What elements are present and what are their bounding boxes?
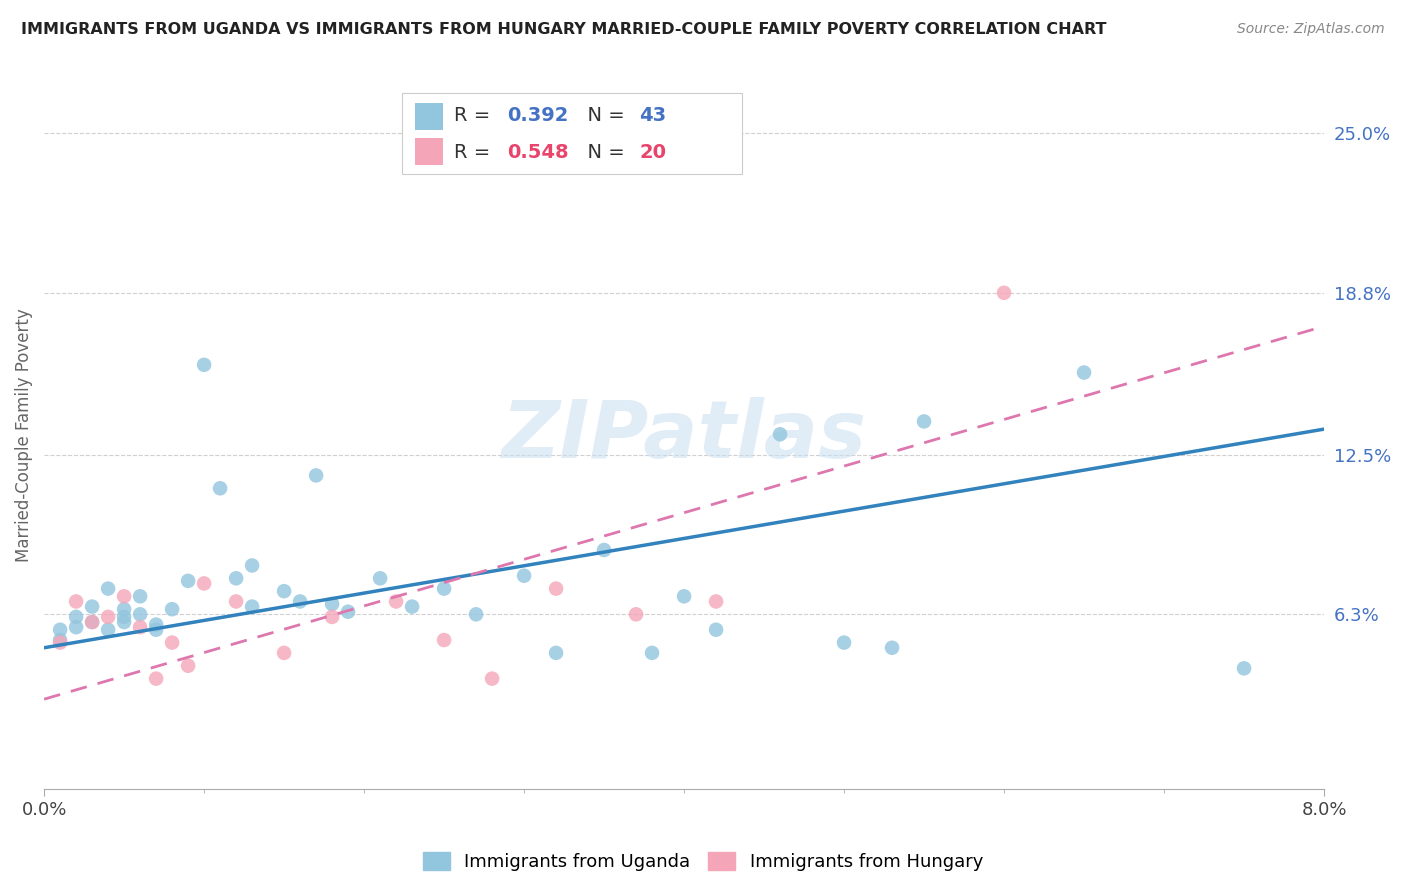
Point	[112, 590, 135, 604]
Point	[177, 658, 200, 673]
Point	[704, 623, 727, 637]
Point	[273, 646, 295, 660]
Point	[704, 594, 727, 608]
Point	[546, 646, 568, 660]
FancyBboxPatch shape	[402, 93, 742, 174]
Point	[433, 633, 456, 648]
Point	[1233, 661, 1256, 675]
Point	[145, 672, 167, 686]
Text: R =: R =	[454, 143, 496, 162]
Bar	[415, 138, 443, 165]
Point	[82, 599, 104, 614]
Point	[321, 597, 343, 611]
Y-axis label: Married-Couple Family Poverty: Married-Couple Family Poverty	[15, 309, 32, 563]
Point	[513, 568, 536, 582]
Point	[546, 582, 568, 596]
Point	[273, 584, 295, 599]
Point	[240, 599, 263, 614]
Point	[49, 633, 72, 648]
Point	[97, 623, 120, 637]
Point	[82, 615, 104, 629]
Point	[193, 576, 215, 591]
Point	[145, 623, 167, 637]
Point	[465, 607, 488, 622]
Point	[160, 602, 183, 616]
Point	[112, 602, 135, 616]
Text: 0.548: 0.548	[508, 143, 569, 162]
Point	[209, 481, 232, 495]
Point	[145, 617, 167, 632]
Legend: Immigrants from Uganda, Immigrants from Hungary: Immigrants from Uganda, Immigrants from …	[415, 845, 991, 879]
Point	[225, 594, 247, 608]
Point	[368, 571, 391, 585]
Point	[82, 615, 104, 629]
Point	[993, 285, 1015, 300]
Point	[641, 646, 664, 660]
Point	[160, 635, 183, 649]
Point	[65, 610, 87, 624]
Text: N =: N =	[575, 143, 631, 162]
Text: 0.392: 0.392	[508, 106, 569, 126]
Point	[401, 599, 423, 614]
Point	[385, 594, 408, 608]
Point	[433, 582, 456, 596]
Point	[177, 574, 200, 588]
Text: Source: ZipAtlas.com: Source: ZipAtlas.com	[1237, 22, 1385, 37]
Point	[129, 620, 152, 634]
Bar	[415, 103, 443, 130]
Point	[112, 610, 135, 624]
Point	[240, 558, 263, 573]
Point	[769, 427, 792, 442]
Point	[65, 620, 87, 634]
Point	[481, 672, 503, 686]
Point	[337, 605, 360, 619]
Point	[97, 610, 120, 624]
Point	[49, 635, 72, 649]
Point	[880, 640, 903, 655]
Text: IMMIGRANTS FROM UGANDA VS IMMIGRANTS FROM HUNGARY MARRIED-COUPLE FAMILY POVERTY : IMMIGRANTS FROM UGANDA VS IMMIGRANTS FRO…	[21, 22, 1107, 37]
Text: 20: 20	[640, 143, 666, 162]
Point	[97, 582, 120, 596]
Point	[65, 594, 87, 608]
Text: ZIPatlas: ZIPatlas	[502, 397, 866, 475]
Point	[912, 414, 935, 428]
Point	[1073, 366, 1095, 380]
Point	[624, 607, 647, 622]
Point	[193, 358, 215, 372]
Point	[129, 590, 152, 604]
Point	[225, 571, 247, 585]
Text: N =: N =	[575, 106, 631, 126]
Point	[112, 615, 135, 629]
Point	[305, 468, 328, 483]
Text: R =: R =	[454, 106, 496, 126]
Point	[673, 590, 696, 604]
Point	[832, 635, 855, 649]
Point	[129, 607, 152, 622]
Point	[288, 594, 311, 608]
Text: 43: 43	[640, 106, 666, 126]
Point	[49, 623, 72, 637]
Point	[593, 543, 616, 558]
Point	[321, 610, 343, 624]
